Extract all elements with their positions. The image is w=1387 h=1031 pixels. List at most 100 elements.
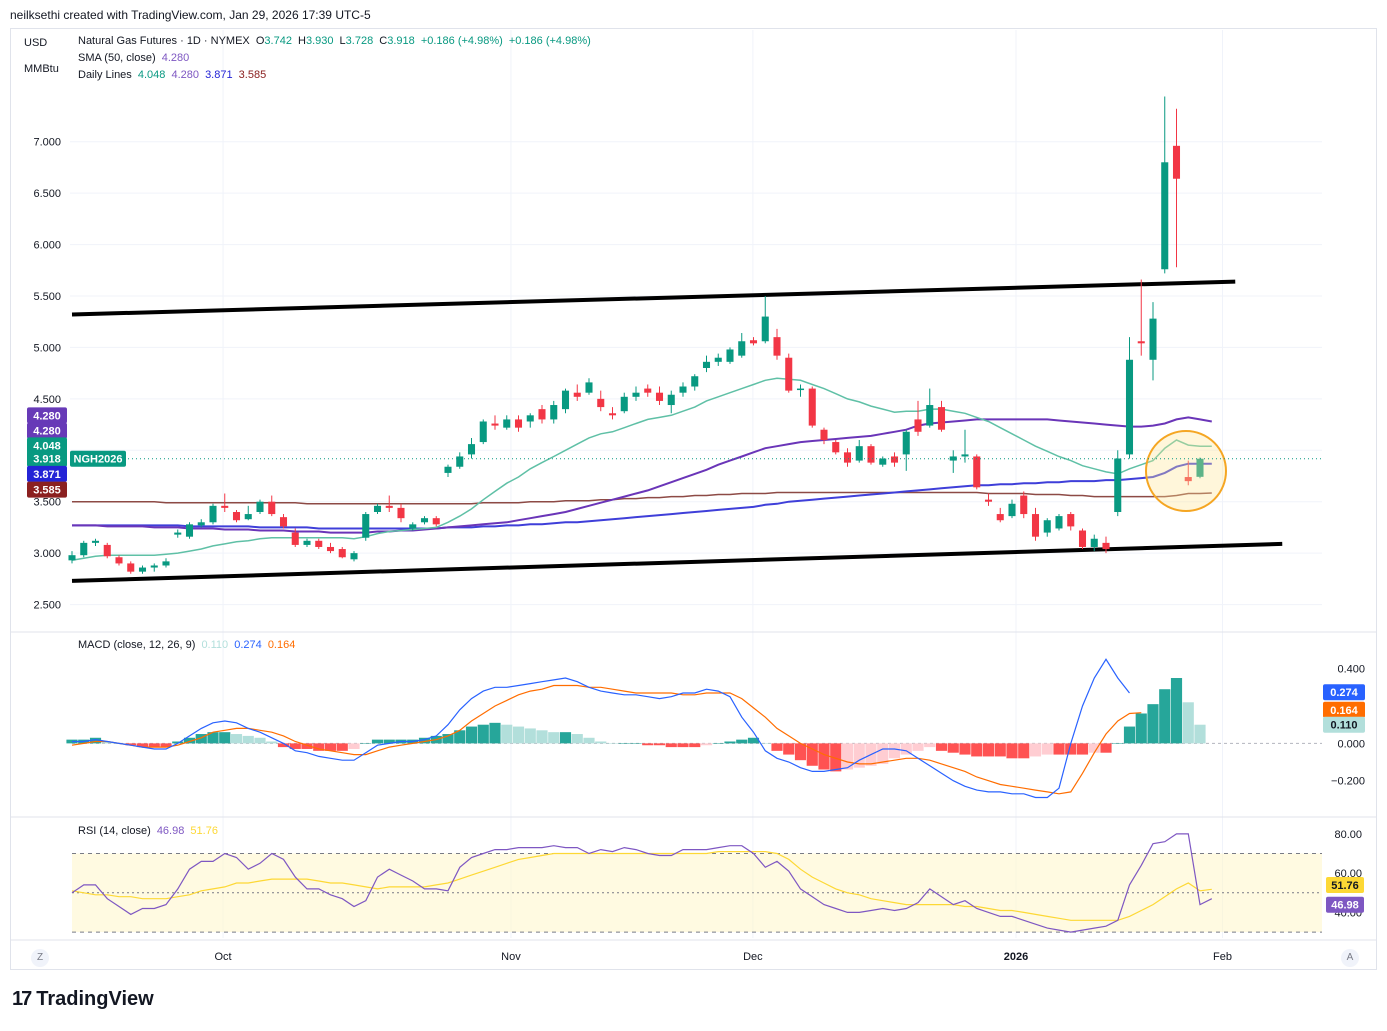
auto-scale-button[interactable]: A — [1341, 949, 1359, 967]
sma-50-line — [72, 416, 1212, 534]
candle-body — [338, 549, 346, 558]
candle-body — [655, 392, 664, 401]
chart-frame[interactable] — [10, 28, 1377, 970]
macd-histogram-bar — [794, 743, 807, 761]
main-legend[interactable]: Natural Gas Futures · 1D · NYMEX O3.742 … — [78, 35, 594, 47]
candle-body — [1008, 503, 1016, 517]
rsi-sma-line — [71, 850, 1212, 921]
macd-histogram-bar — [1159, 689, 1171, 744]
candle-body — [550, 405, 558, 420]
candle-body — [1090, 538, 1098, 547]
macd-histogram-bar — [759, 743, 771, 744]
tradingview-logo: 17 TradingView — [12, 988, 154, 1011]
daily-lines-legend[interactable]: Daily Lines 4.048 4.280 3.871 3.585 — [78, 69, 269, 81]
rsi-legend[interactable]: RSI (14, close) 46.98 51.76 — [78, 825, 221, 837]
high-value: 3.930 — [305, 35, 334, 47]
candle-body — [1055, 516, 1063, 529]
price-tag-label: 3.585 — [33, 485, 61, 497]
candle-body — [820, 429, 828, 440]
candle-body — [867, 446, 875, 463]
candle-body — [244, 514, 252, 520]
macd-tag-bg — [1323, 701, 1365, 718]
macd-histogram-bar — [207, 732, 219, 744]
candle-body — [608, 413, 617, 416]
macd-histogram-bar — [771, 743, 783, 751]
macd-histogram-bar — [219, 732, 231, 744]
macd-histogram-bar — [125, 743, 137, 746]
candle-body — [914, 419, 922, 432]
candle-body — [456, 456, 464, 467]
macd-histogram-bar — [712, 743, 724, 744]
macd-histogram-bar — [360, 743, 372, 744]
price-tag-label: 3.918 — [33, 454, 61, 466]
rsi-label: RSI (14, close) — [78, 825, 151, 837]
candle-body — [197, 522, 205, 526]
candle-body — [1031, 514, 1040, 537]
time-tick-label: Oct — [214, 951, 231, 963]
macd-histogram-bar — [89, 737, 102, 744]
candle-body — [432, 518, 440, 525]
candle-body — [984, 499, 993, 502]
macd-histogram-bar — [841, 743, 854, 770]
price-tick-label: 5.000 — [33, 342, 61, 354]
zoom-button[interactable]: Z — [31, 949, 49, 967]
sma-legend[interactable]: SMA (50, close) 4.280 — [78, 52, 192, 64]
candle-body — [467, 444, 476, 455]
candle-body — [597, 398, 605, 408]
daily-lines-label: Daily Lines — [78, 69, 132, 81]
candle-body — [209, 505, 217, 523]
change-value: +0.186 (+4.98%) — [420, 35, 503, 47]
macd-histogram-bar — [172, 741, 184, 744]
daily-value-2: 4.280 — [171, 69, 199, 81]
macd-histogram-bar — [571, 734, 583, 744]
candle-body — [1020, 495, 1028, 515]
macd-histogram-bar — [442, 734, 454, 744]
price-tag-bg — [27, 422, 67, 439]
candle-body — [1043, 520, 1051, 533]
time-tick-label: Nov — [501, 951, 521, 963]
macd-tag-label: 0.164 — [1330, 705, 1358, 717]
macd-histogram-bar — [148, 743, 160, 748]
price-tag-label: 4.048 — [33, 440, 61, 452]
candle-body — [373, 505, 382, 512]
macd-line-value: 0.274 — [234, 639, 262, 651]
candle-body — [491, 423, 499, 426]
candle-body — [1102, 542, 1110, 550]
rsi-line — [71, 833, 1213, 933]
currency-label[interactable]: USD — [24, 37, 48, 49]
symbol-tag-bg — [70, 450, 126, 467]
symbol-description: Natural Gas Futures · 1D · NYMEX — [78, 35, 250, 47]
candle-body — [573, 392, 581, 397]
price-tag-bg — [27, 465, 67, 482]
daily-line-1 — [71, 377, 1212, 562]
macd-histogram-bar — [912, 743, 924, 751]
macd-tag-bg — [1323, 716, 1365, 733]
candle-body — [303, 540, 311, 545]
close-label: C — [379, 35, 388, 47]
macd-legend[interactable]: MACD (close, 12, 26, 9) 0.110 0.274 0.16… — [78, 639, 298, 651]
unit-label[interactable]: MMBtu — [24, 63, 59, 75]
candle-body — [785, 357, 793, 391]
candle-body — [996, 514, 1004, 521]
candle-body — [256, 501, 264, 512]
macd-tag-bg — [1323, 684, 1365, 701]
macd-histogram-bar — [512, 726, 525, 744]
candle-body — [1149, 318, 1157, 360]
candle-body — [326, 546, 335, 552]
macd-histogram-bar — [418, 737, 431, 744]
candle-body — [879, 458, 887, 465]
candle-body — [561, 390, 570, 410]
candle-body — [444, 466, 452, 473]
macd-histogram-bar — [1147, 704, 1159, 744]
macd-histogram-bar — [136, 743, 149, 748]
macd-histogram-bar — [1135, 713, 1147, 744]
daily-value-4: 3.585 — [238, 69, 267, 81]
candle-body — [796, 388, 805, 391]
macd-histogram-bar — [888, 743, 901, 759]
rsi-sma-value: 51.76 — [190, 825, 218, 837]
channel-upper-line — [71, 279, 1236, 317]
macd-histogram-bar — [559, 732, 572, 744]
candle-body — [268, 501, 276, 515]
candle-body — [702, 361, 711, 368]
